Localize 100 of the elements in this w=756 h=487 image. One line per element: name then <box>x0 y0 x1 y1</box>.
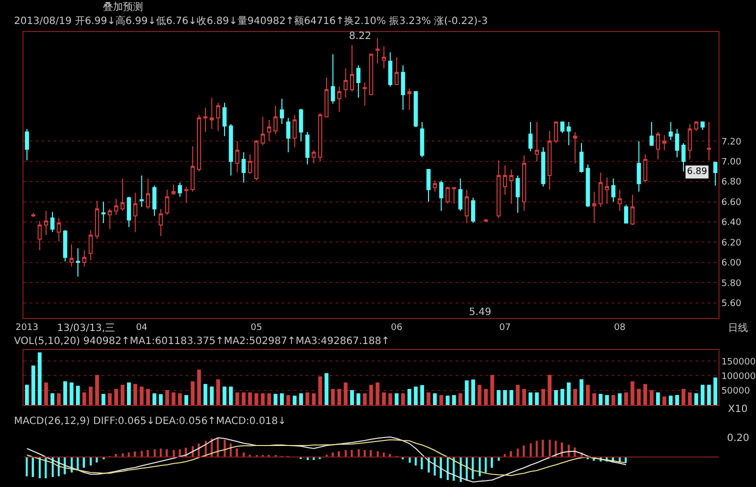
bar <box>146 450 149 457</box>
bar <box>675 395 680 405</box>
bar <box>369 384 374 405</box>
candlestick <box>94 200 100 240</box>
candlestick <box>630 194 635 226</box>
bar <box>682 388 686 405</box>
bar <box>31 366 36 405</box>
bar <box>178 393 182 405</box>
y-tick-label: 5.60 <box>721 298 742 309</box>
candlestick <box>108 208 112 230</box>
candlestick <box>586 164 590 208</box>
candlestick <box>528 121 533 152</box>
bar <box>76 386 80 405</box>
bar <box>541 388 546 405</box>
candlestick <box>534 121 539 162</box>
bar <box>82 457 85 468</box>
candlestick <box>286 117 290 153</box>
bar <box>190 381 195 405</box>
candlestick <box>522 154 526 212</box>
candlestick <box>82 250 86 267</box>
candlestick <box>184 186 188 204</box>
bar <box>376 382 380 405</box>
candlestick <box>267 119 272 142</box>
bar <box>362 393 367 405</box>
candlestick <box>496 160 501 218</box>
bar <box>650 390 654 405</box>
candlestick <box>69 244 74 267</box>
bar <box>210 386 214 405</box>
bar <box>32 457 34 477</box>
candlestick <box>178 182 182 198</box>
bar <box>260 393 265 405</box>
y-tick-label: 7.20 <box>721 137 742 148</box>
candlestick <box>146 178 150 210</box>
chart-title: VOL(5,10,20) 940982↑MA1:601183.375↑MA2:502987↑MA3:492867.188↑ <box>14 336 390 347</box>
candlestick <box>611 178 616 202</box>
candlestick <box>158 208 163 237</box>
bar <box>426 392 430 405</box>
candlestick <box>280 98 284 124</box>
bar <box>312 393 316 405</box>
bar <box>414 386 418 405</box>
y-tick-label: 50000 <box>721 386 750 397</box>
bar <box>248 392 252 405</box>
candlestick <box>446 186 450 204</box>
candlestick <box>471 197 476 224</box>
candlestick <box>700 121 705 131</box>
candlestick <box>63 230 68 262</box>
x-tick-label: 07 <box>499 322 511 333</box>
candlestick <box>598 172 603 208</box>
candlestick <box>452 187 456 204</box>
y-tick-label: 5.80 <box>721 278 742 289</box>
candlestick <box>318 112 322 162</box>
candlestick <box>694 121 698 132</box>
bar <box>305 392 310 405</box>
bar <box>172 392 176 405</box>
candlestick <box>662 134 666 151</box>
candlestick <box>88 230 93 261</box>
bar <box>510 451 512 457</box>
candlestick <box>675 128 680 158</box>
candlestick <box>509 168 514 204</box>
bar <box>388 393 392 405</box>
candlestick <box>566 121 571 146</box>
bar <box>458 393 462 405</box>
bar <box>636 388 641 405</box>
y-tick-label: 6.20 <box>721 238 742 248</box>
candlestick <box>706 121 712 161</box>
bar <box>484 388 488 405</box>
bar <box>611 395 616 405</box>
bar <box>25 384 29 405</box>
bar <box>656 392 660 405</box>
bar <box>90 457 92 466</box>
y-tick-label: 6.40 <box>721 218 742 228</box>
bar <box>88 386 93 405</box>
candlestick <box>656 132 660 160</box>
bar <box>605 395 609 405</box>
bar <box>490 457 493 468</box>
bar <box>267 393 272 405</box>
candlestick <box>668 121 673 141</box>
candlestick <box>254 140 258 182</box>
bar <box>165 390 170 405</box>
bar <box>108 393 112 405</box>
bar <box>554 390 558 405</box>
candlestick <box>356 64 360 98</box>
bar <box>662 396 666 405</box>
bar <box>478 457 481 476</box>
annotation: 8.22 <box>349 31 372 42</box>
candlestick <box>260 116 265 146</box>
bar <box>407 388 412 405</box>
bar <box>528 392 532 405</box>
candlestick <box>407 88 412 110</box>
bar <box>580 379 584 405</box>
bar <box>158 394 163 405</box>
bar <box>160 448 162 457</box>
bar <box>624 392 628 405</box>
bar <box>566 382 571 405</box>
bar <box>299 393 303 405</box>
text: X10 <box>728 404 748 415</box>
candlestick <box>216 102 220 132</box>
candlestick <box>554 121 558 144</box>
candlestick <box>618 189 622 212</box>
candlestick <box>604 177 610 204</box>
